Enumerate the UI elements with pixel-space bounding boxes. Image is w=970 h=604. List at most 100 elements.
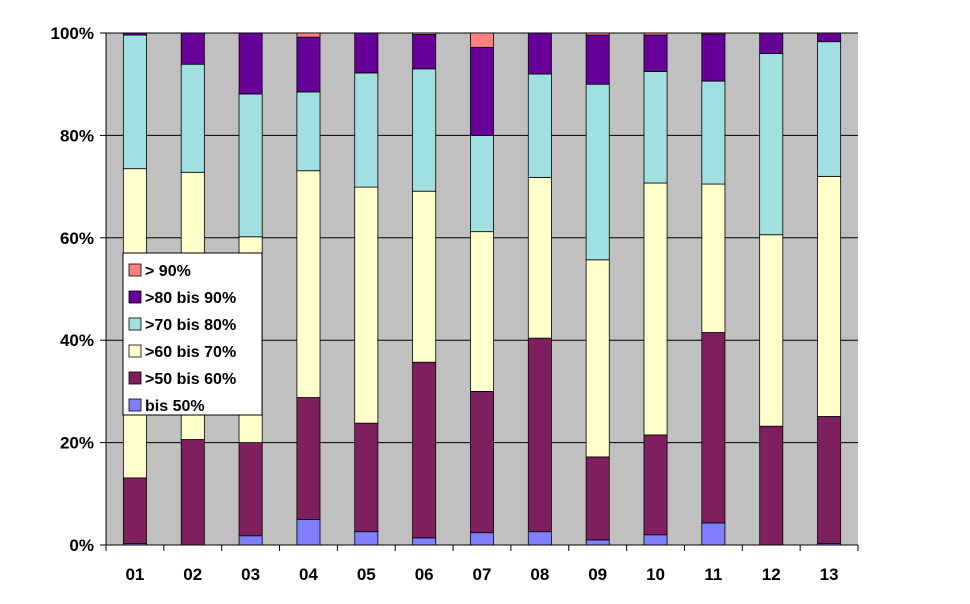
bar-segment: [643, 182, 668, 436]
legend-label: >60 bis 70%: [145, 344, 236, 361]
legend-item: >70 bis 80%: [128, 317, 236, 334]
bar-segment: [701, 183, 726, 333]
x-tick-label: 01: [125, 565, 144, 584]
bar-stack-12: [759, 32, 784, 546]
x-tick-label: 06: [415, 565, 434, 584]
x-tick-label: 13: [820, 565, 839, 584]
bar-segment: [412, 361, 437, 539]
bar-segment: [412, 32, 437, 35]
axes: [100, 32, 859, 551]
bar-segment: [296, 32, 321, 38]
bar-segment: [238, 93, 263, 238]
bar-stack-09: [585, 32, 610, 546]
bar-segment: [527, 73, 552, 178]
bar-segment: [412, 537, 437, 546]
x-tick-label: 03: [241, 565, 260, 584]
bar-segment: [585, 34, 610, 85]
bar-segment: [354, 422, 379, 533]
bar-segment: [527, 32, 552, 75]
legend-item: bis 50%: [128, 398, 205, 415]
bar-segment: [759, 425, 784, 546]
bar-segment: [412, 68, 437, 192]
bar-segment: [470, 231, 494, 392]
bar-segment: [701, 522, 726, 546]
bar-segment: [354, 186, 379, 424]
bar-stack-13: [817, 32, 842, 546]
legend-swatch: [128, 398, 142, 412]
legend-item: >80 bis 90%: [128, 290, 236, 307]
bar-segment: [238, 442, 263, 537]
bar-segment: [643, 34, 668, 72]
bar-segment: [643, 32, 668, 36]
bar-segment: [585, 83, 610, 261]
bar-segment: [470, 532, 494, 546]
x-tick-label: 10: [646, 565, 665, 584]
bar-segment: [238, 535, 263, 546]
bar-stack-08: [527, 32, 552, 546]
bar-segment: [354, 72, 379, 188]
y-tick-labels: 0% 20% 40% 60% 80% 100%: [51, 24, 94, 555]
bar-segment: [585, 539, 610, 546]
bar-stack-04: [296, 32, 321, 546]
bar-segment: [585, 456, 610, 541]
legend-swatch: [128, 263, 142, 277]
bar-segment: [470, 134, 494, 233]
legend-swatch: [128, 344, 142, 358]
bar-stack-05: [354, 32, 379, 546]
legend-item: >60 bis 70%: [128, 344, 236, 361]
y-tick-label: 40%: [60, 331, 94, 350]
bar-segment: [354, 32, 379, 74]
bar-segment: [817, 32, 842, 43]
bar-segment: [527, 531, 552, 546]
legend-swatch: [128, 290, 142, 304]
x-tick-label: 11: [704, 565, 722, 584]
legend-swatch: [128, 317, 142, 331]
bar-segment: [701, 332, 726, 524]
x-tick-label: 02: [183, 565, 202, 584]
bar-segment: [759, 53, 784, 236]
bar-segment: [238, 32, 263, 95]
y-tick-label: 80%: [60, 126, 94, 145]
bar-segment: [296, 397, 321, 520]
legend-label: >80 bis 90%: [145, 290, 236, 307]
bar-segment: [296, 91, 321, 172]
bar-segment: [470, 390, 494, 534]
bar-segment: [412, 190, 437, 363]
legend-label: >50 bis 60%: [145, 371, 236, 388]
bar-segment: [701, 32, 726, 35]
y-tick-label: 20%: [60, 434, 94, 453]
y-tick-label: 0%: [69, 536, 94, 555]
bar-segment: [122, 477, 147, 544]
bar-segment: [701, 80, 726, 185]
legend-label: > 90%: [145, 263, 191, 280]
legend-item: > 90%: [128, 263, 191, 280]
bar-segment: [585, 32, 610, 36]
bar-segment: [354, 531, 379, 546]
x-tick-label: 09: [588, 565, 607, 584]
bar-segment: [585, 259, 610, 458]
bar-segment: [412, 34, 437, 70]
x-tick-label: 12: [762, 565, 781, 584]
bar-segment: [122, 34, 147, 170]
bar-segment: [759, 234, 784, 427]
legend: > 90% >80 bis 90% >70 bis 80% >60 bis 70% >5…: [122, 252, 263, 416]
y-tick-label: 100%: [51, 24, 94, 43]
x-tick-label: 07: [473, 565, 492, 584]
bar-segment: [817, 416, 842, 544]
bar-segment: [759, 32, 784, 54]
bar-segment: [817, 41, 842, 177]
bar-stack-10: [643, 32, 668, 546]
bar-segment: [296, 519, 321, 546]
bar-stack-11: [701, 32, 726, 546]
bar-segment: [180, 63, 205, 173]
bar-segment: [643, 434, 668, 536]
bar-segment: [296, 170, 321, 398]
bar-segment: [643, 534, 668, 546]
bar-segment: [470, 32, 494, 48]
x-tick-label: 04: [299, 565, 318, 584]
bar-segment: [643, 71, 668, 184]
bar-stack-07: [470, 32, 494, 546]
x-tick-label: 05: [357, 565, 376, 584]
bar-segment: [470, 46, 494, 136]
legend-swatch: [128, 371, 142, 385]
